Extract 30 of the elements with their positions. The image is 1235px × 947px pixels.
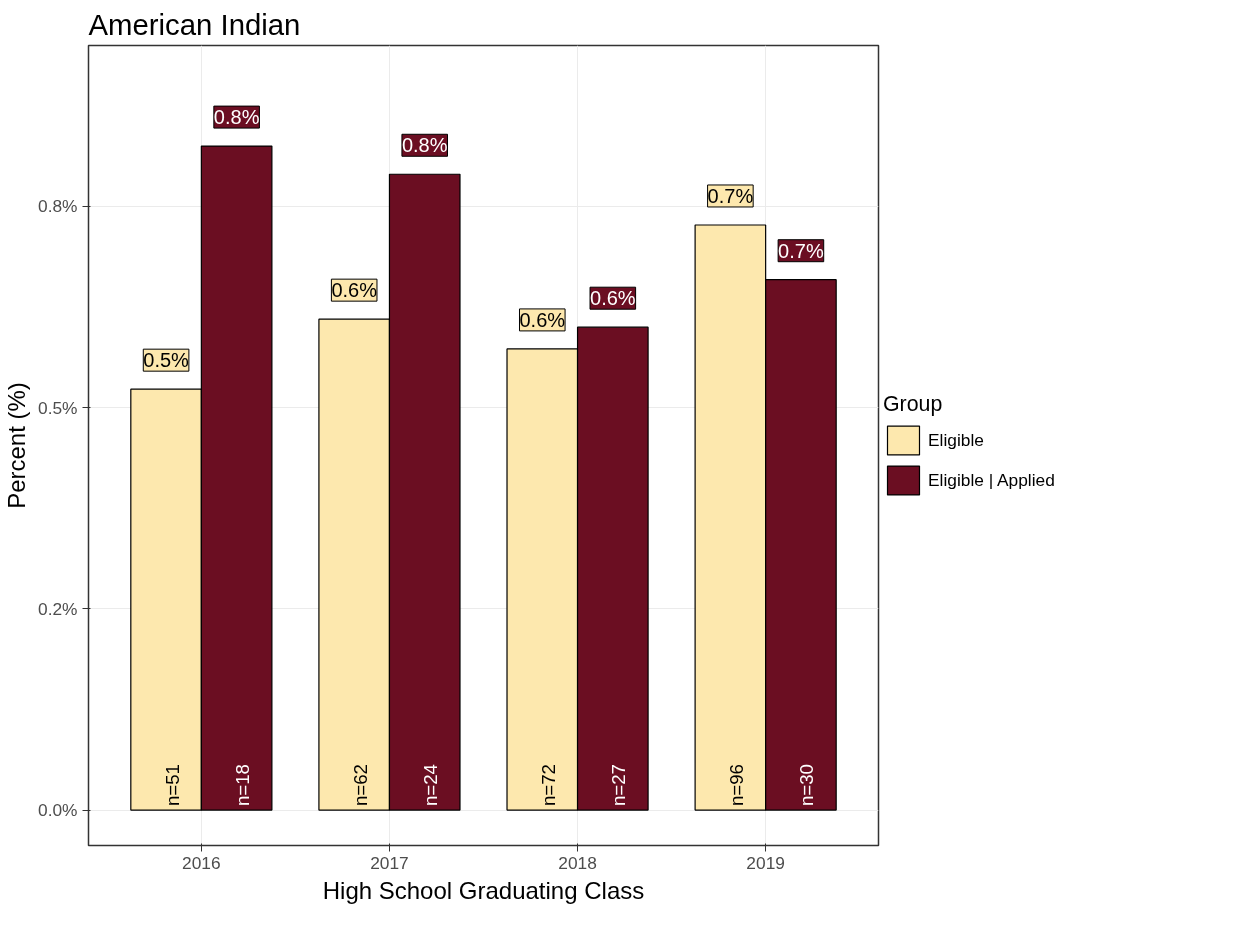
x-axis-title: High School Graduating Class: [322, 876, 645, 904]
data-label: 0.5%: [143, 349, 190, 372]
legend-title: Group: [883, 392, 944, 417]
y-tick-label: 0.2%: [38, 598, 78, 619]
x-tick-label: 2019: [746, 852, 785, 873]
x-tick-label: 2018: [558, 852, 597, 873]
y-tick-label: 0.0%: [38, 800, 78, 821]
chart-title: American Indian: [88, 7, 301, 41]
data-label: 0.6%: [519, 308, 566, 331]
annotation: n=30: [796, 764, 818, 807]
legend-label: Eligible: [928, 429, 984, 451]
data-label: 0.6%: [590, 287, 636, 310]
legend-label: Eligible | Applied: [928, 469, 1055, 491]
data-label: 0.7%: [778, 239, 824, 262]
data-label: 0.8%: [213, 106, 260, 129]
x-tick-label: 2016: [182, 852, 221, 873]
data-label: 0.8%: [401, 134, 448, 157]
y-axis-title: Percent (%): [3, 382, 30, 509]
annotation: n=51: [161, 764, 183, 807]
annotation: n=24: [420, 764, 442, 807]
annotation: n=18: [232, 764, 254, 807]
annotation: n=62: [349, 764, 371, 807]
data-label: 0.6%: [331, 279, 378, 302]
data-label: 0.7%: [707, 184, 754, 207]
annotation: n=96: [725, 764, 747, 807]
annotation: n=72: [537, 764, 559, 807]
y-tick-label: 0.8%: [38, 196, 78, 217]
x-tick-label: 2017: [370, 852, 409, 873]
y-tick-label: 0.5%: [38, 397, 78, 418]
annotation: n=27: [608, 764, 630, 807]
